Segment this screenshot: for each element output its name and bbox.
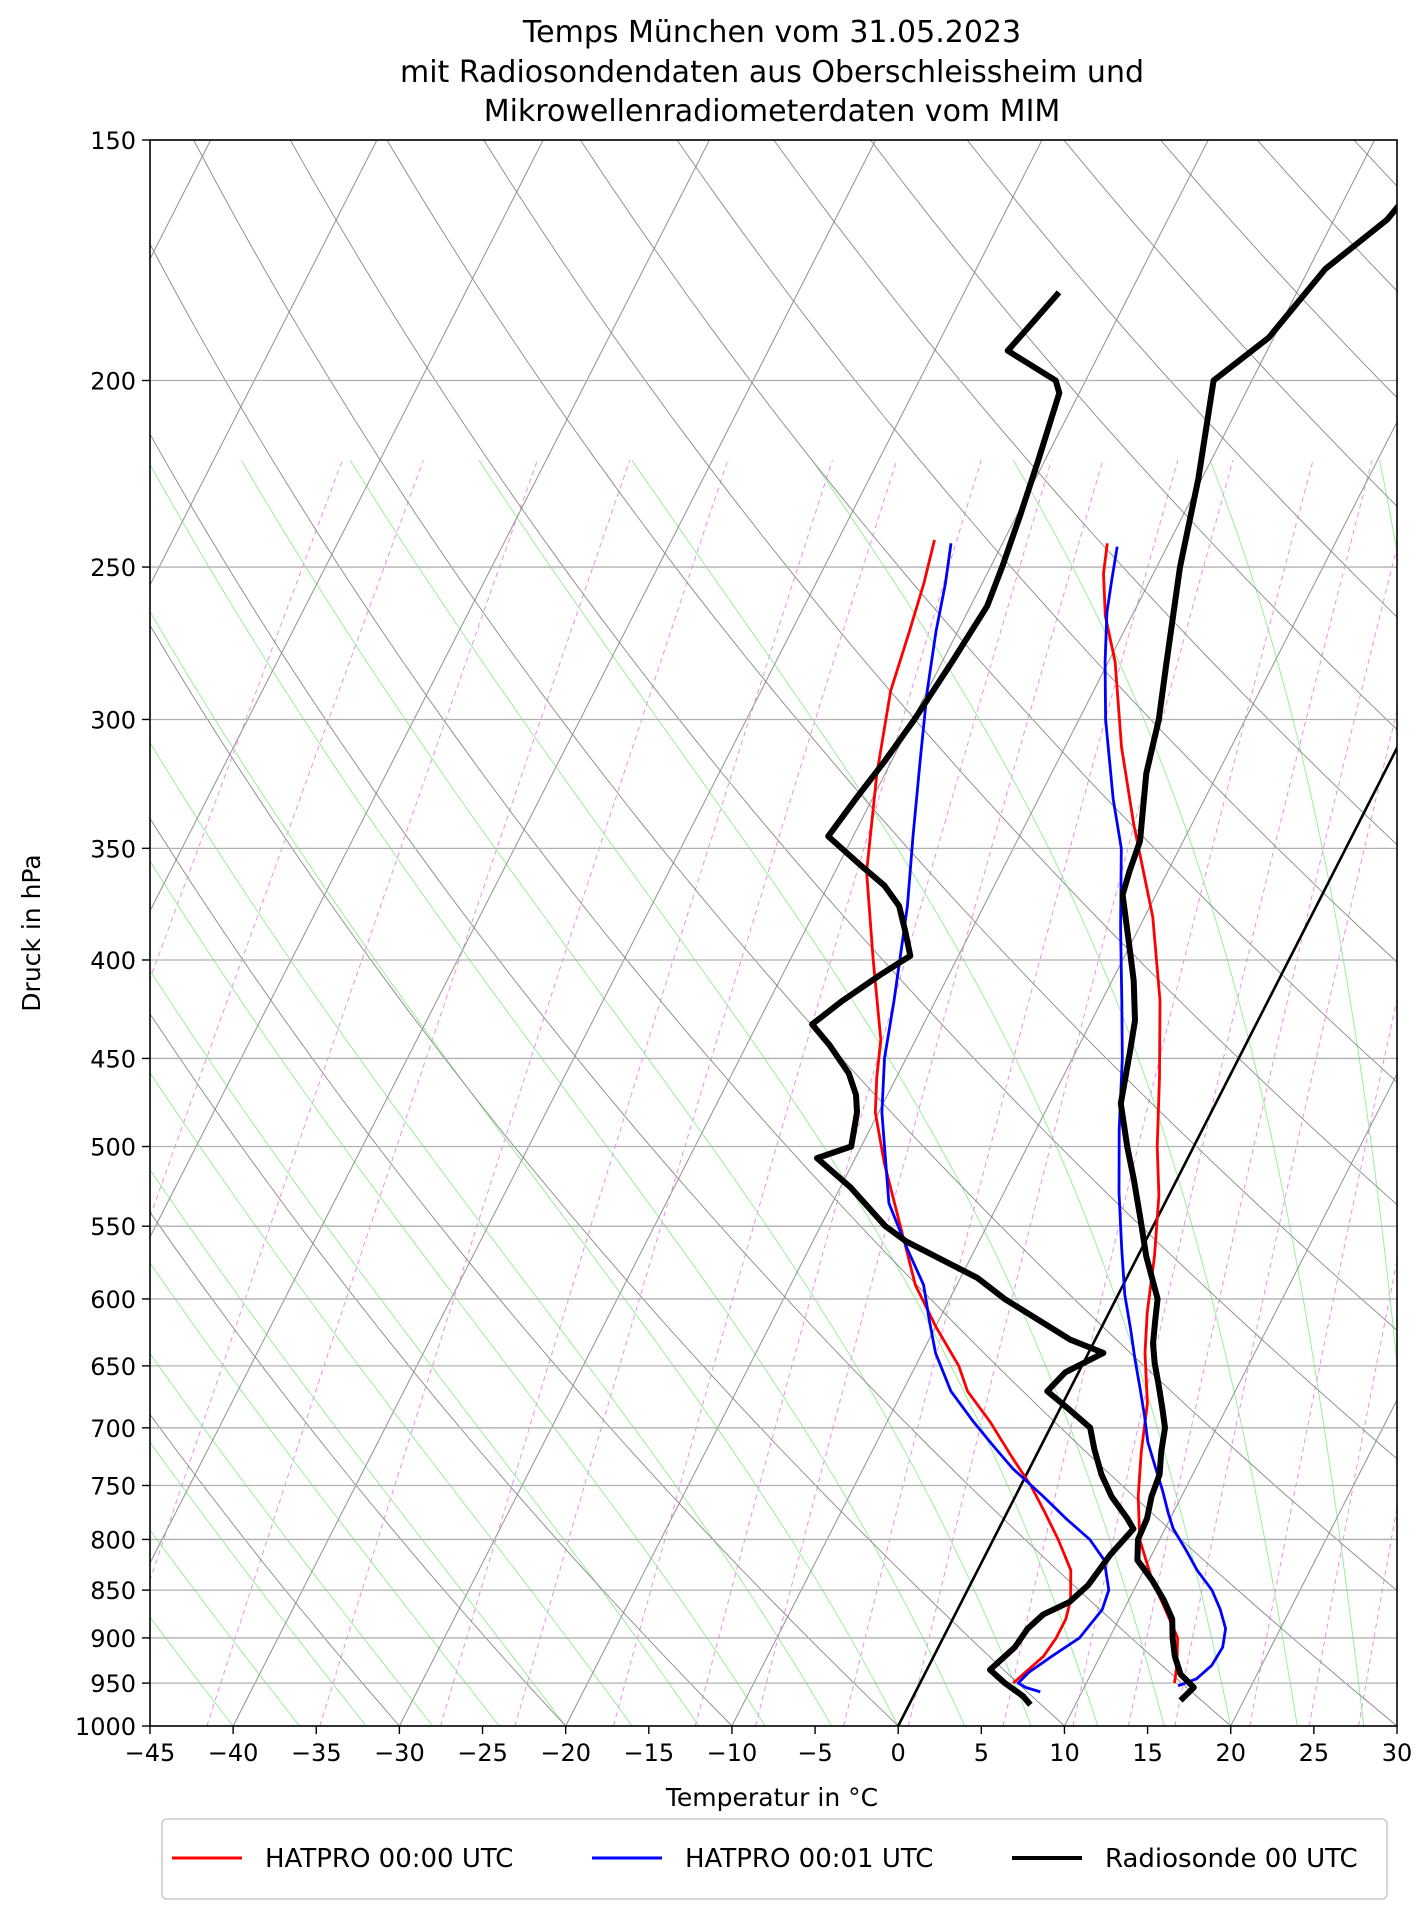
dry-adiabat-line — [97, 140, 1397, 1726]
x-tick-label: −30 — [374, 1739, 425, 1767]
dry-adiabat-line — [194, 140, 1427, 1726]
y-tick-label: 300 — [90, 706, 136, 734]
dry-adiabat-line — [0, 140, 399, 1726]
x-tick-label: −45 — [125, 1739, 176, 1767]
dry-adiabat-line — [580, 140, 1427, 1726]
moist-adiabat-line — [479, 460, 1164, 1726]
dry-adiabat-line — [1064, 140, 1427, 1726]
x-axis-ticks: −45 −40 −35 −30 −25 −20 −15 −10 −5 0 5 10 15 20 25 30 — [125, 1726, 1413, 1767]
legend-label: HATPRO 00:00 UTC — [265, 1844, 513, 1874]
mixing-ratio-line — [207, 460, 630, 1726]
pressure-gridlines — [150, 140, 1397, 1726]
y-tick-label: 450 — [90, 1045, 136, 1073]
isotherm-line — [233, 140, 1042, 1726]
x-tick-label: −25 — [457, 1739, 508, 1767]
x-tick-label: 15 — [1132, 1739, 1163, 1767]
isotherm-line — [67, 140, 876, 1726]
dry-adiabat-line — [1257, 140, 1427, 1726]
series-line-1-dewpoint — [867, 540, 1071, 1683]
series-line-1-temperature — [1104, 543, 1178, 1683]
plot-frame — [150, 140, 1397, 1726]
legend-label: HATPRO 00:01 UTC — [685, 1844, 933, 1874]
isotherm-line — [732, 140, 1427, 1726]
y-tick-label: 600 — [90, 1286, 136, 1314]
isotherm-line — [1397, 140, 1427, 1726]
y-tick-label: 750 — [90, 1472, 136, 1500]
moist-adiabat-line — [0, 460, 499, 1726]
x-tick-label: 20 — [1215, 1739, 1246, 1767]
y-axis-ticks: 1000 950 900 850 800 750 700 650 600 550 500 450 400… — [75, 127, 150, 1741]
chart-title: Temps München vom 31.05.2023 mit Radioso… — [400, 15, 1144, 129]
mixing-ratio-line — [1309, 460, 1427, 1726]
moist-adiabat-line — [241, 460, 1031, 1726]
dry-adiabat-line — [1354, 140, 1427, 1726]
y-tick-label: 150 — [90, 127, 136, 155]
dry-adiabat-line — [870, 140, 1427, 1726]
moist-adiabat-line — [0, 460, 433, 1726]
y-tick-label: 900 — [90, 1625, 136, 1653]
y-tick-label: 500 — [90, 1134, 136, 1162]
legend-entries: HATPRO 00:00 UTC HATPRO 00:01 UTC Radioson… — [172, 1844, 1358, 1874]
y-tick-label: 250 — [90, 554, 136, 582]
y-tick-label: 200 — [90, 368, 136, 396]
mixing-ratio-line — [0, 460, 343, 1726]
chart-title-line-2: mit Radiosondendaten aus Oberschleisshei… — [400, 55, 1144, 90]
y-tick-label: 350 — [90, 835, 136, 863]
dry-adiabat-line — [290, 140, 1427, 1726]
chart-title-line-1: Temps München vom 31.05.2023 — [522, 15, 1021, 50]
x-tick-label: 25 — [1299, 1739, 1330, 1767]
plot-area — [0, 140, 1427, 1726]
mixing-ratio-line — [0, 460, 423, 1726]
x-tick-label: −5 — [797, 1739, 832, 1767]
y-tick-label: 800 — [90, 1526, 136, 1554]
legend: HATPRO 00:00 UTC HATPRO 00:01 UTC Radioson… — [162, 1819, 1387, 1899]
chart-title-line-3: Mikrowellenradiometerdaten vom MIM — [484, 94, 1061, 129]
y-tick-label: 1000 — [75, 1713, 136, 1741]
y-axis-label: Druck in hPa — [17, 854, 46, 1011]
x-tick-label: 30 — [1382, 1739, 1413, 1767]
moist-adiabat-line — [350, 460, 1097, 1726]
x-tick-label: 5 — [974, 1739, 989, 1767]
y-tick-label: 550 — [90, 1213, 136, 1241]
series-line-3-temperature — [1121, 140, 1427, 1701]
x-tick-label: −20 — [540, 1739, 591, 1767]
dry-adiabat-line — [0, 140, 566, 1726]
x-tick-label: −40 — [208, 1739, 259, 1767]
dry-adiabat-line — [1161, 140, 1427, 1726]
x-axis-label: Temperatur in °C — [665, 1783, 878, 1812]
moist-adiabat-line — [0, 460, 366, 1726]
series-line-3-dewpoint — [812, 292, 1133, 1704]
mixing-ratio-line — [441, 460, 833, 1726]
mixing-ratio-line — [613, 460, 981, 1726]
moist-adiabat-line — [66, 460, 898, 1726]
moist-adiabat-line — [1013, 460, 1363, 1726]
legend-label: Radiosonde 00 UTC — [1105, 1844, 1358, 1874]
mixing-ratio-line — [1401, 460, 1427, 1726]
mixing-ratio-line — [1250, 460, 1427, 1726]
moist-adiabat-line — [1210, 460, 1427, 1726]
y-tick-label: 950 — [90, 1670, 136, 1698]
mixing-ratio-line — [1175, 460, 1427, 1726]
mixing-ratio-line — [1129, 460, 1419, 1726]
x-tick-label: −10 — [707, 1739, 758, 1767]
data-series — [812, 140, 1427, 1705]
mixing-ratio-line — [756, 460, 1103, 1726]
dry-adiabat-line — [484, 140, 1427, 1726]
isotherm-line — [399, 140, 1208, 1726]
mixing-ratio-line — [1359, 460, 1427, 1726]
y-tick-label: 650 — [90, 1353, 136, 1381]
isotherm-line — [1064, 140, 1427, 1726]
x-tick-label: −15 — [623, 1739, 674, 1767]
mixing-ratio-line — [515, 460, 897, 1726]
mixing-ratio-lines — [0, 460, 1427, 1726]
x-tick-label: −35 — [291, 1739, 342, 1767]
y-tick-label: 400 — [90, 947, 136, 975]
x-tick-label: 10 — [1049, 1739, 1080, 1767]
y-tick-label: 850 — [90, 1577, 136, 1605]
x-tick-label: 0 — [891, 1739, 906, 1767]
y-tick-label: 700 — [90, 1415, 136, 1443]
mixing-ratio-line — [320, 460, 728, 1726]
